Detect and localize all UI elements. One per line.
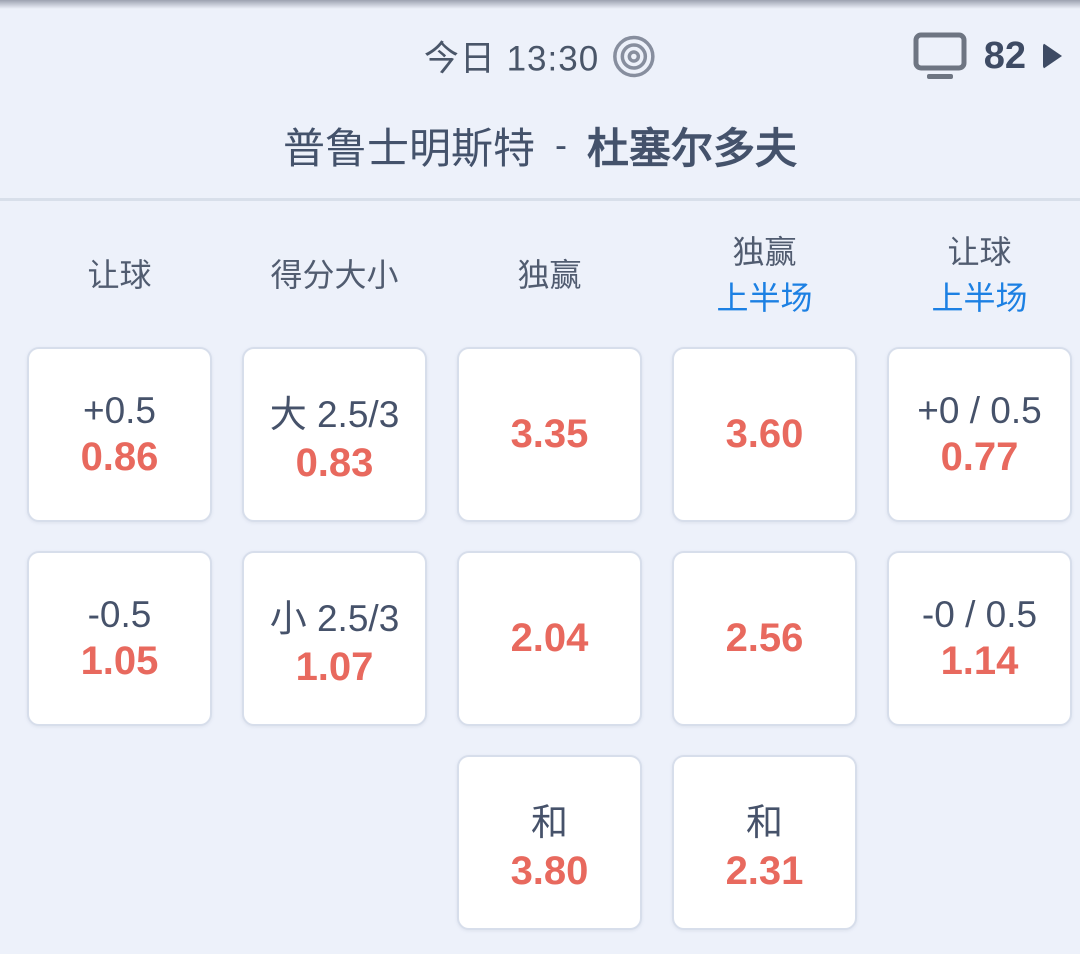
bullseye-icon: [612, 34, 656, 78]
home-team-name: 普鲁士明斯特: [282, 124, 535, 172]
away-team-name: 杜塞尔多夫: [587, 124, 798, 172]
odds-cell-moneyline-home[interactable]: 3.35: [457, 347, 642, 522]
tv-icon: [913, 32, 967, 80]
chevron-right-icon: [1043, 43, 1062, 69]
odds-value: 0.77: [940, 434, 1019, 479]
odds-value: 2.31: [725, 848, 804, 893]
odds-cell-moneyline-firsthalf-away[interactable]: 2.56: [672, 551, 857, 726]
odds-value: 1.07: [295, 644, 374, 689]
header-handicap: 让球: [87, 257, 152, 294]
odds-line-label: -0.5: [87, 593, 152, 635]
odds-value: 0.86: [80, 434, 159, 479]
title-separator: -: [555, 124, 567, 165]
odds-line-label: +0.5: [82, 389, 157, 431]
markets-count: 82: [983, 34, 1026, 77]
odds-value: 3.60: [725, 412, 804, 456]
odds-cell-handicap-firsthalf-home[interactable]: +0 / 0.5 0.77: [887, 347, 1072, 522]
odds-cell-handicap-home[interactable]: +0.5 0.86: [27, 347, 212, 522]
odds-grid: +0.5 0.86 大 2.5/3 0.83 3.35 3.60 +0 / 0.…: [0, 313, 1080, 930]
odds-value: 2.56: [725, 616, 804, 660]
odds-value: 0.83: [295, 440, 374, 485]
odds-cell-moneyline-firsthalf-home[interactable]: 3.60: [672, 347, 857, 522]
first-half-sublabel: 上半场: [931, 280, 1028, 317]
header-moneyline-firsthalf: 独赢 上半场: [672, 229, 857, 322]
odds-cell-moneyline-draw[interactable]: 和 3.80: [457, 755, 642, 930]
header-handicap-firsthalf: 让球 上半场: [887, 229, 1072, 322]
odds-value: 1.14: [940, 638, 1019, 683]
odds-cell-under[interactable]: 小 2.5/3 1.07: [242, 551, 427, 726]
header-moneyline: 独赢: [517, 257, 582, 294]
match-time-group: 今日 13:30: [424, 31, 656, 82]
odds-value: 2.04: [510, 616, 589, 660]
section-divider: [0, 198, 1080, 201]
odds-cell-moneyline-firsthalf-draw[interactable]: 和 2.31: [672, 755, 857, 930]
market-headers: 让球 得分大小 独赢 独赢 上半场 让球 上半场: [0, 201, 1080, 316]
odds-value: 3.80: [510, 848, 589, 893]
odds-cell-over[interactable]: 大 2.5/3 0.83: [242, 347, 427, 522]
more-markets-button[interactable]: 82: [913, 32, 1062, 80]
first-half-sublabel: 上半场: [716, 280, 813, 317]
odds-value: 3.35: [510, 412, 589, 456]
header-total-points: 得分大小: [270, 257, 399, 294]
match-title: 普鲁士明斯特 - 杜塞尔多夫: [0, 92, 1080, 198]
odds-cell-handicap-away[interactable]: -0.5 1.05: [27, 551, 212, 726]
topbar: 今日 13:30 82: [0, 0, 1080, 92]
odds-cell-handicap-firsthalf-away[interactable]: -0 / 0.5 1.14: [887, 551, 1072, 726]
odds-line-label: 和: [531, 801, 568, 843]
odds-line-label: 大 2.5/3: [269, 393, 400, 435]
odds-cell-moneyline-away[interactable]: 2.04: [457, 551, 642, 726]
odds-line-label: -0 / 0.5: [921, 593, 1038, 635]
odds-line-label: +0 / 0.5: [917, 389, 1042, 431]
odds-value: 1.05: [80, 638, 159, 683]
odds-line-label: 和: [746, 801, 783, 843]
odds-line-label: 小 2.5/3: [269, 597, 400, 639]
match-time-label: 今日 13:30: [423, 39, 600, 79]
